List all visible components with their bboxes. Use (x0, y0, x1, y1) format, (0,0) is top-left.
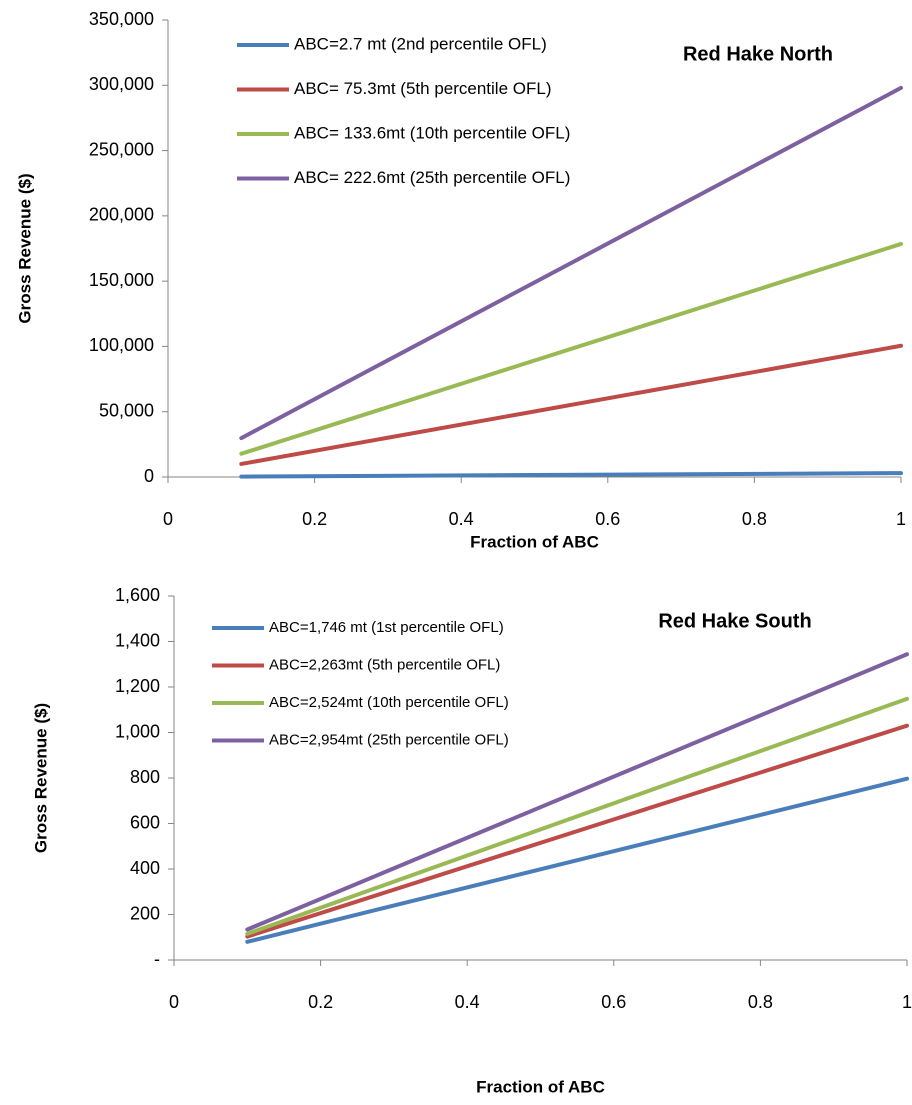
series-line (245, 723, 909, 939)
x-axis-title: Fraction of ABC (476, 1077, 605, 1096)
legend-label: ABC=1,746 mt (1st percentile OFL) (269, 619, 504, 636)
series-line (245, 696, 909, 936)
legend-label: ABC= 222.6mt (25th percentile OFL) (294, 168, 570, 187)
legend-label: ABC=2,954mt (25th percentile OFL) (269, 731, 509, 748)
legend-label: ABC=2.7 mt (2nd percentile OFL) (294, 34, 547, 53)
y-tick-label: 150,000 (89, 270, 154, 290)
y-tick-label: 200 (130, 903, 160, 923)
y-tick-label: - (154, 949, 160, 969)
x-tick-label: 0.8 (742, 509, 767, 529)
series-line (245, 776, 909, 944)
x-tick-label: 1 (902, 992, 912, 1012)
y-tick-label: 250,000 (89, 139, 154, 159)
legend-label: ABC= 75.3mt (5th percentile OFL) (294, 79, 551, 98)
x-tick-label: 0 (163, 509, 173, 529)
y-tick-label: 350,000 (89, 9, 154, 29)
x-tick-label: 1 (896, 509, 906, 529)
x-tick-label: 0.4 (449, 509, 474, 529)
y-axis-title: Gross Revenue ($) (31, 703, 50, 853)
series-line (239, 343, 903, 466)
y-tick-label: 1,400 (115, 630, 160, 650)
y-tick-label: 1,600 (115, 585, 160, 605)
y-tick-label: 100,000 (89, 335, 154, 355)
legend-label: ABC=2,524mt (10th percentile OFL) (269, 694, 509, 711)
x-tick-label: 0 (169, 992, 179, 1012)
y-tick-label: 0 (144, 466, 154, 486)
x-tick-label: 0.6 (601, 992, 626, 1012)
series-line (245, 652, 909, 932)
series-line (239, 85, 903, 441)
x-tick-label: 0.8 (748, 992, 773, 1012)
series-line (239, 471, 903, 479)
x-tick-label: 0.6 (595, 509, 620, 529)
series-line (239, 241, 903, 456)
x-axis-title: Fraction of ABC (470, 532, 599, 551)
y-tick-label: 400 (130, 858, 160, 878)
legend-label: ABC= 133.6mt (10th percentile OFL) (294, 123, 570, 142)
x-tick-label: 0.4 (455, 992, 480, 1012)
x-tick-label: 0.2 (308, 992, 333, 1012)
y-axis-title: Gross Revenue ($) (15, 173, 34, 323)
y-tick-label: 300,000 (89, 74, 154, 94)
x-tick-label: 0.2 (302, 509, 327, 529)
y-tick-label: 800 (130, 767, 160, 787)
y-tick-label: 1,000 (115, 721, 160, 741)
y-tick-label: 200,000 (89, 205, 154, 225)
legend-label: ABC=2,263mt (5th percentile OFL) (269, 656, 500, 673)
chart-title: Red Hake North (683, 43, 833, 65)
chart-title: Red Hake South (658, 610, 811, 632)
y-tick-label: 50,000 (99, 400, 154, 420)
y-tick-label: 600 (130, 812, 160, 832)
y-tick-label: 1,200 (115, 676, 160, 696)
